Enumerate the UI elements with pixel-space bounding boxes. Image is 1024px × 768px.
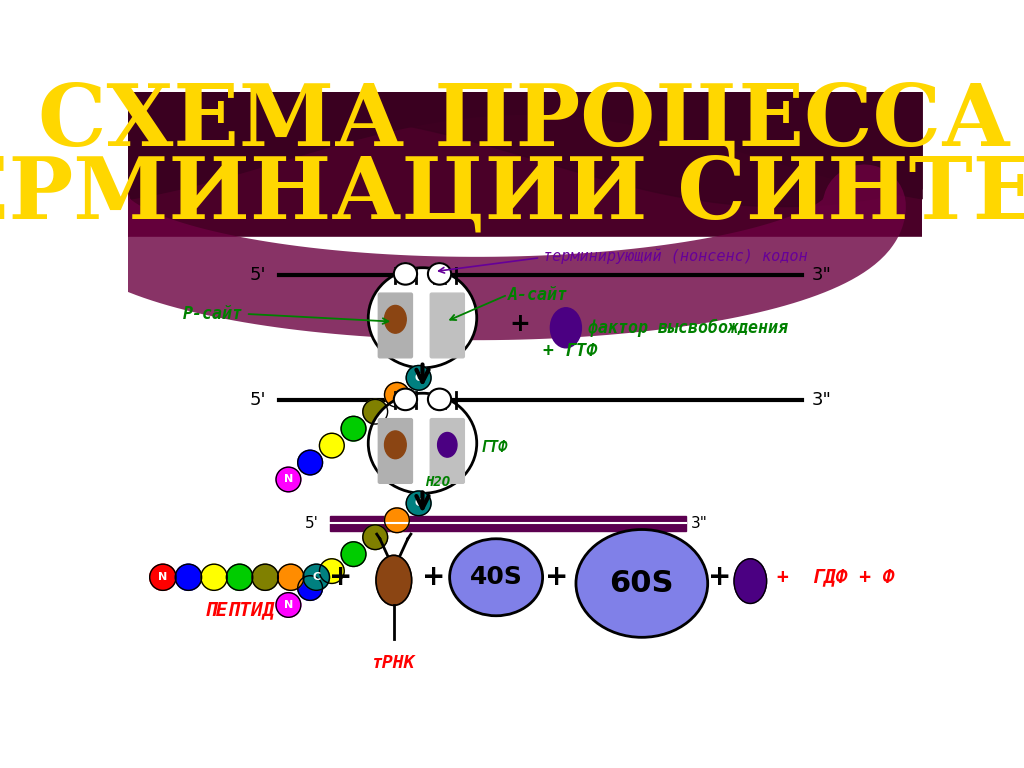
Ellipse shape [394, 263, 417, 285]
FancyBboxPatch shape [378, 293, 413, 358]
Circle shape [150, 564, 176, 591]
Text: N: N [284, 600, 293, 610]
Circle shape [298, 450, 323, 475]
Circle shape [341, 416, 366, 441]
Text: N: N [284, 475, 293, 485]
Text: +: + [330, 563, 353, 591]
Circle shape [362, 525, 388, 550]
Circle shape [276, 467, 301, 492]
Ellipse shape [394, 389, 417, 410]
Circle shape [175, 564, 202, 591]
Text: H2O: H2O [425, 475, 451, 488]
Text: ТЕРМИНАЦИИ СИНТЕЗА: ТЕРМИНАЦИИ СИНТЕЗА [0, 153, 1024, 237]
Circle shape [276, 593, 301, 617]
FancyBboxPatch shape [430, 419, 464, 483]
Text: 5': 5' [250, 391, 266, 409]
Text: 5': 5' [305, 516, 318, 531]
Text: +: + [509, 312, 529, 336]
Text: 3": 3" [812, 266, 831, 284]
Circle shape [278, 564, 304, 591]
Text: + ГТФ: + ГТФ [543, 342, 597, 360]
Bar [128, 237, 922, 684]
Text: ГТФ: ГТФ [480, 439, 508, 455]
Ellipse shape [734, 559, 767, 604]
Ellipse shape [369, 268, 477, 368]
Text: N: N [159, 572, 168, 582]
Ellipse shape [369, 393, 477, 493]
Text: C: C [415, 372, 423, 382]
Circle shape [303, 564, 330, 591]
Text: +: + [708, 563, 731, 591]
Text: C: C [312, 572, 321, 582]
Ellipse shape [385, 306, 407, 333]
Text: +: + [545, 563, 568, 591]
FancyBboxPatch shape [430, 293, 464, 358]
Ellipse shape [550, 308, 582, 348]
Text: A-сайт: A-сайт [508, 286, 567, 303]
Circle shape [298, 576, 323, 601]
Text: P-сайт: P-сайт [182, 305, 243, 323]
Ellipse shape [575, 529, 708, 637]
Circle shape [407, 491, 431, 515]
Ellipse shape [428, 263, 452, 285]
Circle shape [319, 433, 344, 458]
Text: +  ГДФ + Ф: + ГДФ + Ф [776, 568, 894, 587]
Ellipse shape [450, 539, 543, 616]
Ellipse shape [437, 432, 457, 457]
Ellipse shape [385, 431, 407, 458]
FancyBboxPatch shape [378, 419, 413, 483]
Text: фактор высвобождения: фактор высвобождения [588, 319, 787, 337]
Circle shape [226, 564, 253, 591]
Text: C: C [415, 498, 423, 508]
Text: 5': 5' [250, 266, 266, 284]
Text: 3": 3" [690, 516, 708, 531]
Circle shape [341, 542, 366, 567]
Circle shape [252, 564, 279, 591]
Ellipse shape [428, 389, 452, 410]
Text: 60S: 60S [609, 569, 674, 598]
Text: +: + [423, 563, 445, 591]
Text: терминирующий (нонсенс) кодон: терминирующий (нонсенс) кодон [543, 248, 807, 264]
Text: СХЕМА ПРОЦЕССА: СХЕМА ПРОЦЕССА [38, 79, 1012, 164]
Circle shape [362, 399, 388, 424]
Circle shape [319, 559, 344, 584]
Circle shape [201, 564, 227, 591]
Ellipse shape [376, 555, 412, 605]
Circle shape [385, 382, 410, 407]
Text: 3": 3" [812, 391, 831, 409]
Text: 40S: 40S [470, 565, 522, 589]
Text: тРНК: тРНК [372, 654, 416, 672]
Circle shape [385, 508, 410, 532]
Bar [330, 515, 686, 531]
Circle shape [407, 366, 431, 390]
Text: ПЕПТИД: ПЕПТИД [205, 600, 274, 619]
Bar [128, 92, 922, 237]
